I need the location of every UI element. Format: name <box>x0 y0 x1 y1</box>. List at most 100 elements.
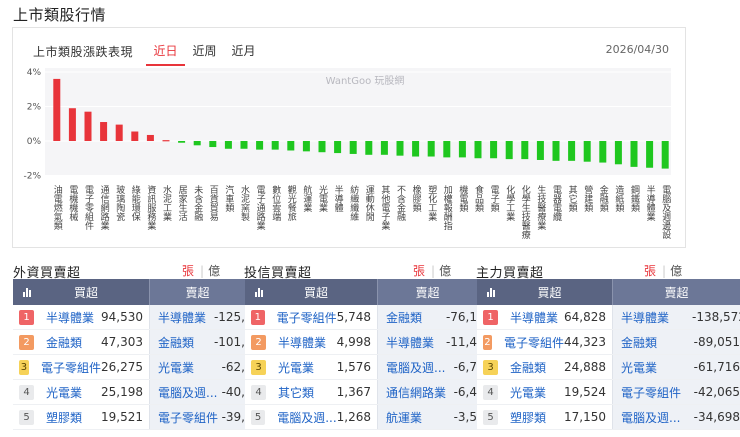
sector-bar[interactable] <box>256 141 264 150</box>
sector-bar[interactable] <box>536 141 544 160</box>
buy-sector-link[interactable]: 光電業 <box>510 385 547 400</box>
sell-value: -6,4 <box>453 385 477 399</box>
buy-value: 94,530 <box>101 310 143 324</box>
rank-badge: 4 <box>19 384 34 400</box>
sell-sector-link[interactable]: 光電業 <box>158 360 195 375</box>
unit-lots-button[interactable]: 張 <box>411 264 428 283</box>
unit-lots-button[interactable]: 張 <box>180 264 197 283</box>
sector-bar[interactable] <box>521 141 529 160</box>
sector-bar[interactable] <box>505 141 513 160</box>
sector-bar[interactable] <box>318 141 326 153</box>
buy-sector-link[interactable]: 電子零組件 <box>276 310 337 325</box>
sector-bar[interactable] <box>53 78 61 141</box>
sector-bar[interactable] <box>568 141 576 161</box>
sector-bar[interactable] <box>661 141 669 169</box>
sector-bar[interactable] <box>427 141 435 157</box>
sell-sector-link[interactable]: 金融類 <box>621 335 658 350</box>
sell-sector-link[interactable]: 半導體業 <box>621 310 670 325</box>
sector-bar[interactable] <box>458 141 466 158</box>
sector-bar[interactable] <box>68 108 76 141</box>
buy-sector-link[interactable]: 光電業 <box>278 360 315 375</box>
sell-sector-link[interactable]: 電子零組件 <box>158 410 219 425</box>
sell-sector-link[interactable]: 半導體業 <box>386 335 435 350</box>
buy-sector-link[interactable]: 電腦及週... <box>277 410 337 425</box>
sector-bar[interactable] <box>209 141 217 148</box>
x-tick-label: 數位雲端 <box>270 184 281 222</box>
x-tick-label: 塑化工業 <box>426 185 437 222</box>
sector-bar[interactable] <box>365 141 373 155</box>
sector-bar[interactable] <box>287 141 295 151</box>
buy-sector-link[interactable]: 半導體業 <box>46 310 95 325</box>
buy-sector-link[interactable]: 電子零組件 <box>40 360 101 375</box>
unit-billion-button[interactable]: 億 <box>670 264 683 278</box>
sector-bar[interactable] <box>302 141 310 152</box>
sell-header[interactable]: 賣超 <box>377 279 477 305</box>
sector-bar[interactable] <box>646 141 654 168</box>
buy-value: 19,524 <box>564 385 606 399</box>
buy-sector-link[interactable]: 半導體業 <box>510 310 559 325</box>
unit-lots-button[interactable]: 張 <box>642 264 659 283</box>
sector-bar[interactable] <box>380 141 388 155</box>
sector-bar[interactable] <box>630 141 638 167</box>
sector-bar[interactable] <box>224 141 232 149</box>
sell-sector-link[interactable]: 半導體業 <box>158 310 207 325</box>
sell-sector-link[interactable]: 電子零組件 <box>621 385 682 400</box>
sector-bar[interactable] <box>349 141 357 154</box>
sector-bar[interactable] <box>240 141 248 149</box>
table-row: 2 半導體業 4,998 半導體業 -11,4 <box>245 330 477 355</box>
buy-sector-link[interactable]: 半導體業 <box>278 335 327 350</box>
buy-sector-link[interactable]: 金融類 <box>46 335 83 350</box>
sell-sector-link[interactable]: 光電業 <box>621 360 658 375</box>
sell-sector-link[interactable]: 電腦及週... <box>386 360 446 375</box>
sector-bar[interactable] <box>412 141 420 157</box>
sector-bar[interactable] <box>334 141 342 154</box>
buy-sector-link[interactable]: 其它類 <box>278 385 315 400</box>
table-header: 買超 賣超 <box>245 279 477 305</box>
sell-sector-link[interactable]: 通信網路業 <box>386 385 447 400</box>
tab-day[interactable]: 近日 <box>146 42 185 66</box>
buy-header[interactable]: 買超 <box>245 279 377 305</box>
sector-bar[interactable] <box>490 141 498 159</box>
sector-bar[interactable] <box>115 124 123 141</box>
sector-bar[interactable] <box>131 131 139 141</box>
sector-bar[interactable] <box>443 141 451 158</box>
sell-sector-link[interactable]: 電腦及週... <box>621 410 681 425</box>
buy-sector-link[interactable]: 塑膠類 <box>46 410 83 425</box>
sector-bar[interactable] <box>552 141 560 161</box>
sector-bar[interactable] <box>100 122 108 141</box>
sector-bar[interactable] <box>193 141 201 146</box>
sector-bar[interactable] <box>162 140 170 142</box>
buy-sector-link[interactable]: 電子零組件 <box>503 335 564 350</box>
buy-header[interactable]: 買超 <box>13 279 149 305</box>
sector-bar[interactable] <box>178 141 186 143</box>
tab-month[interactable]: 近月 <box>231 44 256 58</box>
sell-value: -125, <box>213 310 245 324</box>
table-row: 3 電子零組件 26,275 光電業 -62, <box>13 355 245 380</box>
sell-sector-link[interactable]: 金融類 <box>386 310 423 325</box>
sector-bar[interactable] <box>583 141 591 162</box>
sector-bar[interactable] <box>84 111 92 141</box>
unit-billion-button[interactable]: 億 <box>208 264 221 278</box>
sector-bar[interactable] <box>614 141 622 165</box>
sell-value: -11,4 <box>445 335 477 349</box>
sector-bar[interactable] <box>396 141 404 156</box>
buy-header[interactable]: 買超 <box>477 279 612 305</box>
buy-sector-link[interactable]: 金融類 <box>510 360 547 375</box>
sell-sector-link[interactable]: 航運業 <box>386 410 423 425</box>
sector-bar[interactable] <box>146 134 154 141</box>
x-tick-label: 觀光餐旅 <box>286 184 297 222</box>
sell-header[interactable]: 賣超 <box>612 279 740 305</box>
foreign-buy-sell-table: 買超 賣超 1 半導體業 94,530 半導體業 -125, 2 金融類 47,303 金融類 -10… <box>13 279 245 437</box>
tab-week[interactable]: 近周 <box>192 44 217 58</box>
x-tick-label: 電子通路業 <box>255 185 266 231</box>
sector-bar[interactable] <box>474 141 482 159</box>
sector-bar[interactable] <box>271 141 279 150</box>
sell-value: -62, <box>221 360 245 374</box>
buy-sector-link[interactable]: 光電業 <box>46 385 83 400</box>
sector-bar[interactable] <box>599 141 607 163</box>
sell-sector-link[interactable]: 電腦及週... <box>158 385 218 400</box>
sell-sector-link[interactable]: 金融類 <box>158 335 195 350</box>
buy-sector-link[interactable]: 塑膠類 <box>510 410 547 425</box>
unit-billion-button[interactable]: 億 <box>439 264 452 278</box>
sell-header[interactable]: 賣超 <box>149 279 245 305</box>
